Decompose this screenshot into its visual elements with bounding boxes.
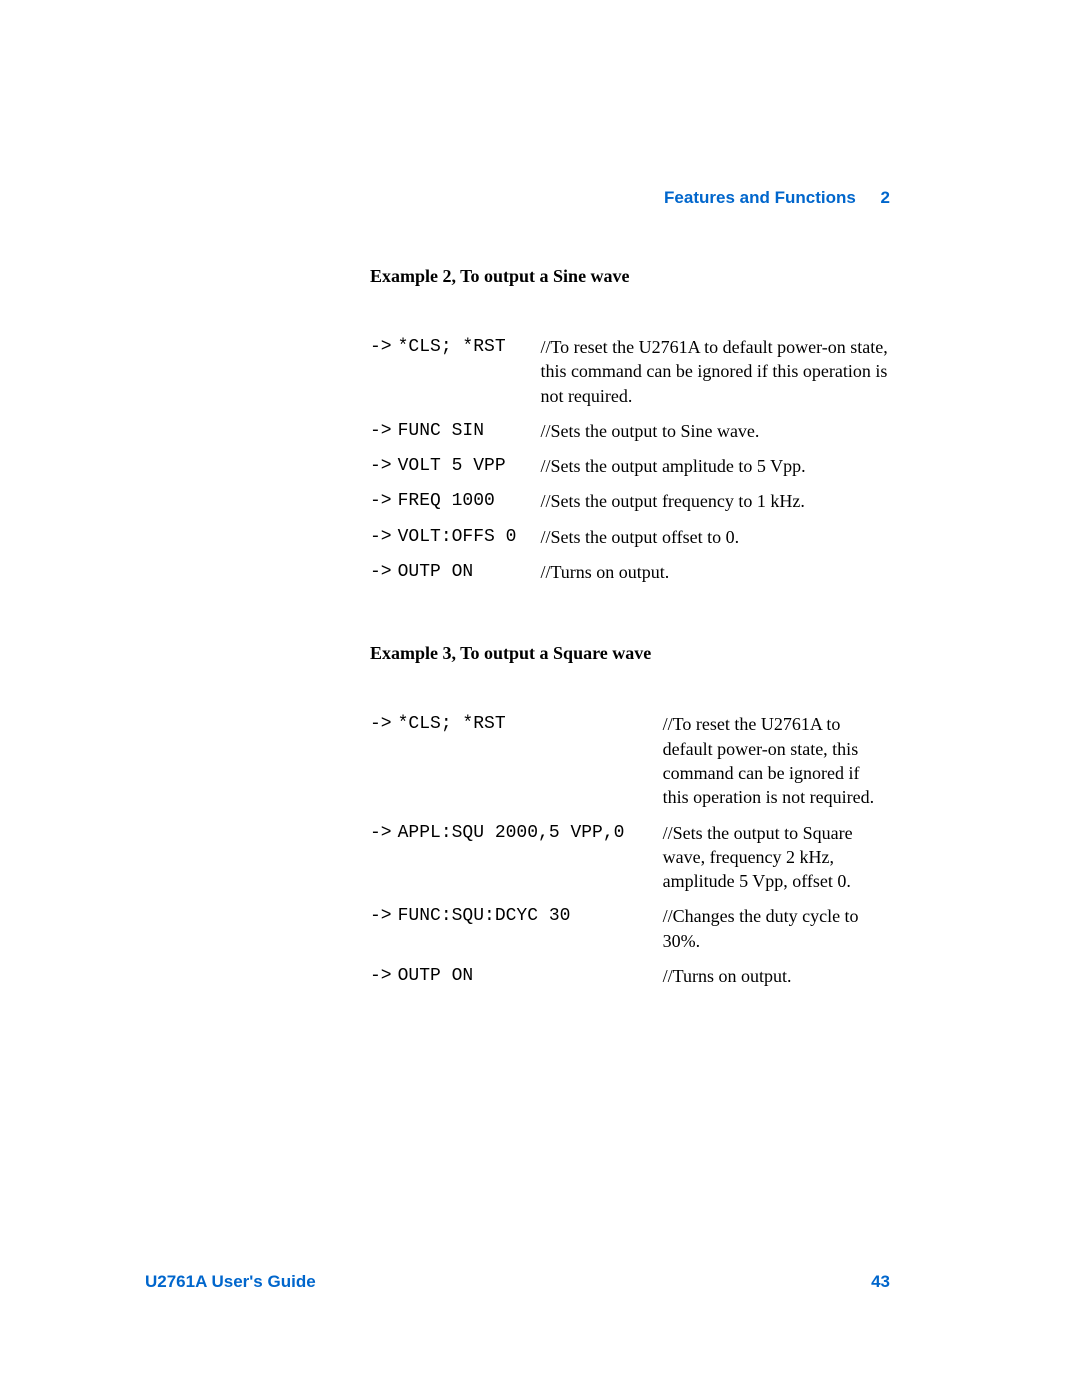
table-row: -> FUNC:SQU:DCYC 30 //Changes the duty c… [370, 904, 890, 964]
page-footer: U2761A User's Guide 43 [145, 1272, 890, 1292]
cmd-arrow: -> [370, 489, 398, 524]
cmd-text: VOLT 5 VPP [398, 454, 541, 489]
cmd-desc: //To reset the U2761A to default power-o… [663, 712, 890, 820]
cmd-desc: //To reset the U2761A to default power-o… [540, 335, 890, 419]
cmd-text: FUNC:SQU:DCYC 30 [398, 904, 663, 964]
cmd-desc: //Sets the output amplitude to 5 Vpp. [540, 454, 890, 489]
page-header: Features and Functions 2 [370, 188, 890, 208]
footer-page: 43 [871, 1272, 890, 1292]
header-chapter: 2 [881, 188, 890, 207]
table-row: -> *CLS; *RST //To reset the U2761A to d… [370, 712, 890, 820]
cmd-desc: //Sets the output to Square wave, freque… [663, 821, 890, 905]
table-row: -> OUTP ON //Turns on output. [370, 560, 890, 595]
cmd-arrow: -> [370, 904, 398, 964]
cmd-desc: //Sets the output offset to 0. [540, 525, 890, 560]
cmd-desc: //Turns on output. [663, 964, 890, 999]
cmd-desc: //Changes the duty cycle to 30%. [663, 904, 890, 964]
document-page: Features and Functions 2 Example 2, To o… [0, 0, 1080, 999]
table-row: -> FREQ 1000 //Sets the output frequency… [370, 489, 890, 524]
cmd-arrow: -> [370, 454, 398, 489]
cmd-text: APPL:SQU 2000,5 VPP,0 [398, 821, 663, 905]
table-row: -> FUNC SIN //Sets the output to Sine wa… [370, 419, 890, 454]
example3-title: Example 3, To output a Square wave [370, 643, 890, 664]
cmd-text: *CLS; *RST [398, 335, 541, 419]
cmd-text: *CLS; *RST [398, 712, 663, 820]
cmd-text: FUNC SIN [398, 419, 541, 454]
cmd-desc: //Turns on output. [540, 560, 890, 595]
table-row: -> VOLT 5 VPP //Sets the output amplitud… [370, 454, 890, 489]
cmd-arrow: -> [370, 419, 398, 454]
cmd-desc: //Sets the output frequency to 1 kHz. [540, 489, 890, 524]
cmd-text: OUTP ON [398, 964, 663, 999]
table-row: -> VOLT:OFFS 0 //Sets the output offset … [370, 525, 890, 560]
cmd-arrow: -> [370, 821, 398, 905]
example2-table: -> *CLS; *RST //To reset the U2761A to d… [370, 335, 890, 595]
cmd-text: FREQ 1000 [398, 489, 541, 524]
example2-title: Example 2, To output a Sine wave [370, 266, 890, 287]
example3-table: -> *CLS; *RST //To reset the U2761A to d… [370, 712, 890, 999]
cmd-arrow: -> [370, 712, 398, 820]
cmd-desc: //Sets the output to Sine wave. [540, 419, 890, 454]
table-row: -> OUTP ON //Turns on output. [370, 964, 890, 999]
footer-guide: U2761A User's Guide [145, 1272, 316, 1292]
table-row: -> *CLS; *RST //To reset the U2761A to d… [370, 335, 890, 419]
table-row: -> APPL:SQU 2000,5 VPP,0 //Sets the outp… [370, 821, 890, 905]
header-section: Features and Functions [664, 188, 856, 207]
cmd-arrow: -> [370, 560, 398, 595]
cmd-arrow: -> [370, 335, 398, 419]
cmd-text: VOLT:OFFS 0 [398, 525, 541, 560]
cmd-arrow: -> [370, 964, 398, 999]
cmd-text: OUTP ON [398, 560, 541, 595]
cmd-arrow: -> [370, 525, 398, 560]
